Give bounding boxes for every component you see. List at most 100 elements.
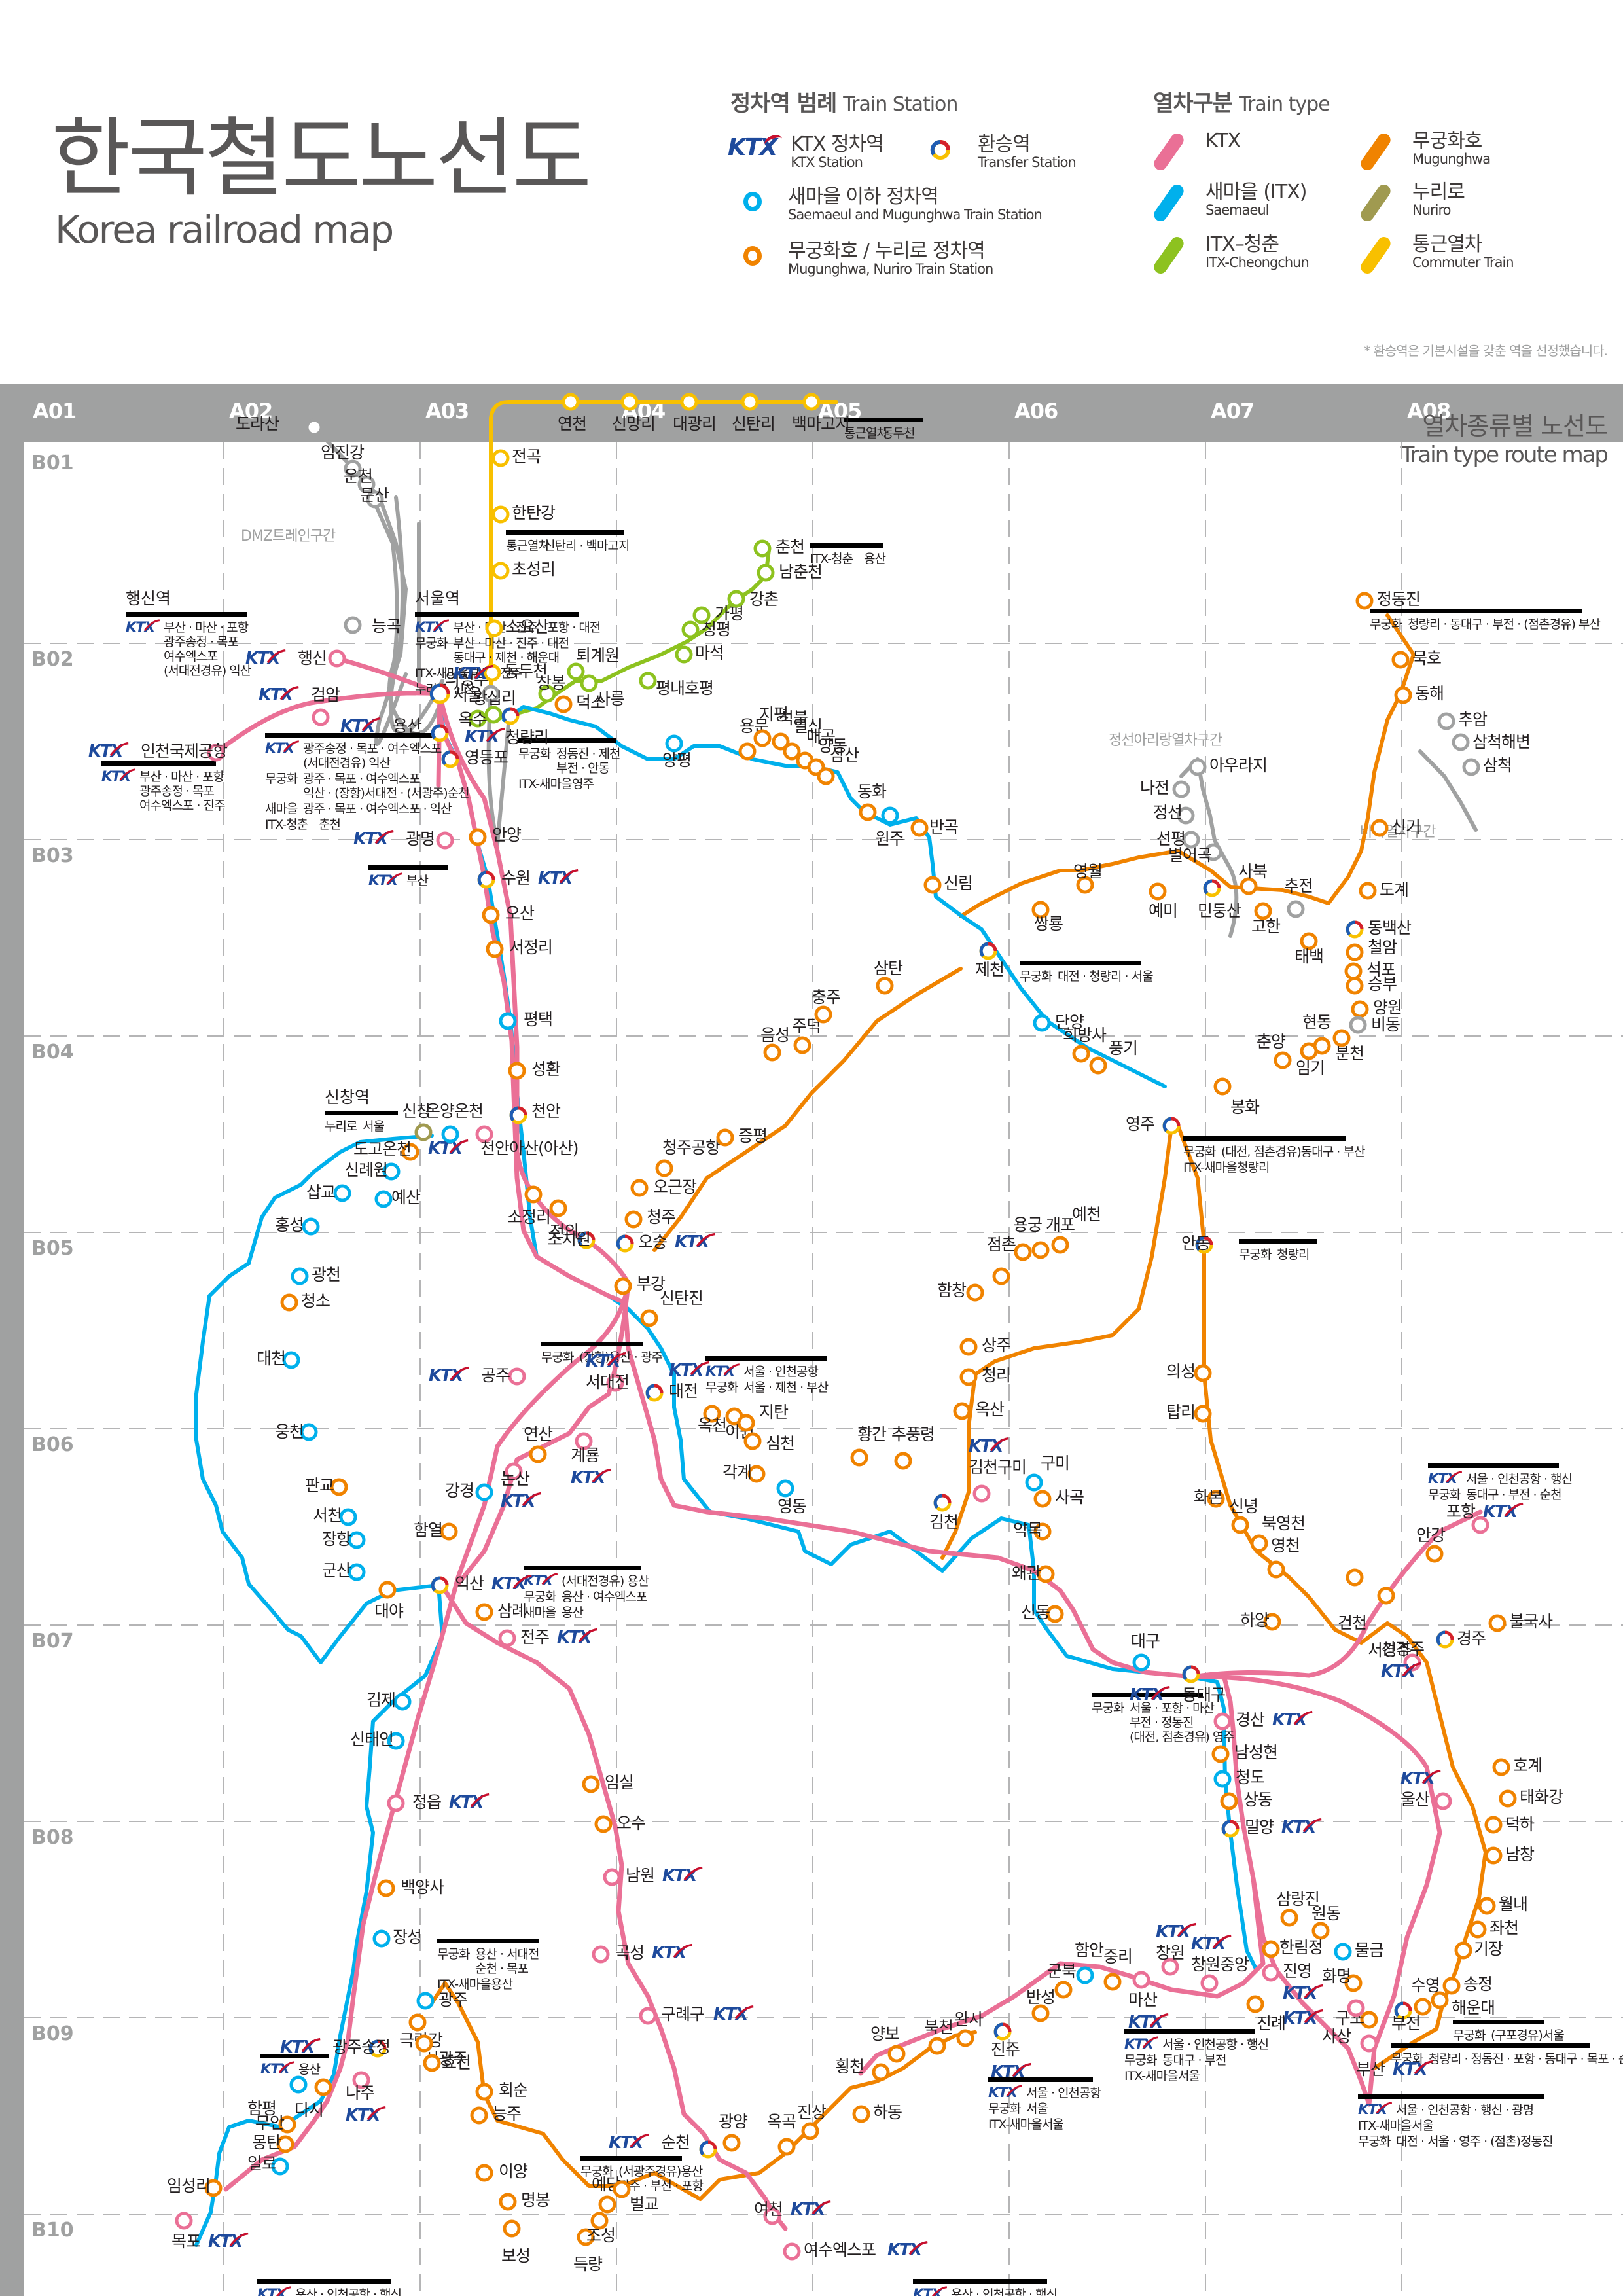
station[interactable]: 점촌	[987, 1235, 1016, 1285]
station[interactable]: 득량	[573, 2228, 603, 2274]
station[interactable]: 영주	[1126, 1115, 1181, 1135]
station[interactable]: 명봉	[499, 2191, 550, 2211]
station[interactable]: 순천 KTX	[609, 2133, 717, 2159]
station[interactable]: 함평	[247, 2075, 308, 2118]
station[interactable]: 신녕	[1229, 1497, 1258, 1534]
station[interactable]: 영동	[776, 1479, 807, 1516]
station[interactable]: 임진강	[321, 443, 365, 478]
station[interactable]: 청도	[1213, 1768, 1265, 1788]
station[interactable]: 신동	[1021, 1603, 1064, 1623]
station[interactable]: 물금	[1334, 1941, 1384, 1961]
station[interactable]: 개포	[1031, 1215, 1075, 1259]
station[interactable]: 석불	[772, 709, 808, 751]
station[interactable]: 춘양	[1257, 1032, 1292, 1069]
station[interactable]: 해운대	[1431, 1991, 1495, 2017]
station[interactable]: 신기	[1370, 817, 1421, 837]
station[interactable]: 기장	[1454, 1939, 1504, 1960]
station[interactable]: 신림	[923, 874, 973, 894]
station[interactable]: 오산	[482, 904, 535, 924]
station[interactable]: 능곡	[344, 616, 401, 636]
station[interactable]: 경산 KTX	[1213, 1710, 1313, 1731]
station[interactable]: 운천	[344, 467, 376, 493]
station[interactable]: 포항 KTX	[1446, 1502, 1524, 1534]
station[interactable]: 계룡 KTX	[571, 1432, 611, 1488]
station[interactable]: 의성	[1166, 1362, 1212, 1382]
station[interactable]: 오근장	[630, 1177, 698, 1197]
station[interactable]: 덕하	[1484, 1815, 1535, 1834]
station[interactable]: 수영	[1411, 1976, 1440, 2016]
station[interactable]: 삽교	[306, 1183, 351, 1202]
station[interactable]: 임성리	[167, 2176, 223, 2197]
station[interactable]: 도고온천	[353, 1139, 419, 1161]
station[interactable]: 삼척	[1462, 756, 1512, 776]
station[interactable]: 정선	[1153, 803, 1195, 825]
station[interactable]: 추암	[1437, 710, 1488, 730]
station[interactable]: 춘천	[753, 537, 805, 558]
station[interactable]: 웅천	[275, 1422, 318, 1441]
station[interactable]: 풍기	[1089, 1039, 1138, 1075]
station[interactable]: 신경주 KTX	[1381, 1640, 1425, 1681]
station[interactable]: 화명	[1322, 1967, 1363, 1992]
station[interactable]: 남춘천	[757, 562, 823, 582]
station[interactable]: 진영 KTX	[1262, 1962, 1323, 2003]
station[interactable]: 마석	[675, 643, 724, 664]
station[interactable]: 몽탄	[252, 2133, 294, 2153]
station[interactable]: 덕소	[554, 693, 605, 713]
station[interactable]: 봉화	[1213, 1077, 1260, 1117]
station[interactable]: 전의	[549, 1199, 579, 1241]
station[interactable]: 천안	[509, 1102, 562, 1124]
station[interactable]: 여천 KTX	[754, 2200, 831, 2225]
station[interactable]: 전곡	[491, 447, 541, 467]
station[interactable]: 지탄	[737, 1403, 789, 1432]
station[interactable]: 안동	[1181, 1234, 1213, 1254]
station[interactable]: 광명 KTX	[353, 829, 454, 850]
station[interactable]: 일로	[247, 2154, 289, 2176]
station[interactable]: 용궁	[1013, 1215, 1043, 1261]
station[interactable]: 동해	[1394, 684, 1444, 704]
station[interactable]: 안강	[1416, 1526, 1446, 1563]
station[interactable]: 청주	[624, 1208, 676, 1229]
station[interactable]: 청소	[280, 1291, 330, 1312]
station[interactable]: 연산	[524, 1425, 554, 1463]
station[interactable]: 동화	[857, 782, 887, 821]
station[interactable]: 청주공항	[655, 1138, 721, 1177]
station[interactable]: 평택	[499, 1010, 553, 1030]
station[interactable]: 정읍 KTX	[387, 1793, 490, 1812]
station[interactable]: 백양사	[377, 1878, 445, 1897]
station[interactable]: 홍성	[275, 1215, 320, 1236]
station[interactable]: 대야	[374, 1581, 404, 1621]
station[interactable]: 북영천	[1250, 1514, 1306, 1552]
station[interactable]: 남성현	[1211, 1743, 1278, 1763]
station[interactable]: 황간	[850, 1425, 887, 1467]
station[interactable]: 대천	[257, 1349, 300, 1369]
station[interactable]: 임실	[582, 1773, 634, 1793]
station[interactable]: 상봉	[537, 673, 566, 703]
station[interactable]: 양평	[662, 734, 692, 770]
station[interactable]: 안양	[469, 825, 522, 846]
station[interactable]: 도계	[1359, 880, 1409, 900]
station[interactable]: 용산 KTX	[340, 717, 449, 742]
station[interactable]: 장항	[322, 1530, 366, 1549]
station[interactable]: 사릉	[580, 674, 625, 708]
station[interactable]: 청평	[681, 620, 731, 639]
station[interactable]: 구례구 KTX	[639, 2005, 754, 2025]
station[interactable]: 조치원	[547, 1230, 596, 1249]
station[interactable]: 초성리	[491, 560, 556, 580]
station[interactable]: 분천	[1332, 1029, 1364, 1063]
station[interactable]: 대구	[1131, 1632, 1160, 1672]
station[interactable]: 대광리	[673, 393, 717, 433]
station[interactable]: 부강	[614, 1274, 666, 1295]
station[interactable]: 비동	[1349, 1015, 1400, 1034]
station[interactable]: 동대구 KTX	[1130, 1665, 1226, 1705]
station[interactable]: 연천	[558, 393, 587, 433]
station[interactable]: 상동	[1220, 1790, 1273, 1810]
station[interactable]: 하동	[852, 2103, 902, 2123]
station[interactable]: 서경주	[1368, 1587, 1412, 1660]
station[interactable]: 소정리	[507, 1185, 551, 1227]
station[interactable]: 보성	[501, 2219, 531, 2265]
